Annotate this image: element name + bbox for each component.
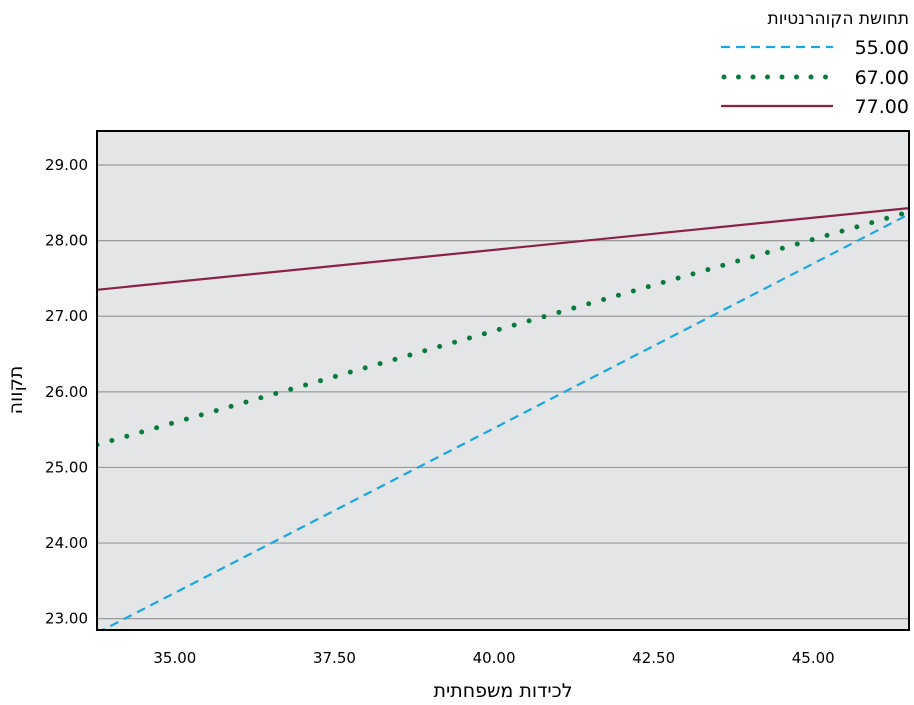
y-tick-label: 27.00 [45,307,88,325]
y-tick-label: 23.00 [45,610,88,628]
x-tick-label: 35.00 [153,649,196,667]
x-tick-label: 37.50 [313,649,356,667]
plot-area [97,131,909,630]
legend-label: 55.00 [855,37,909,59]
y-tick-label: 25.00 [45,458,88,476]
y-axis-ticks: 23.00 24.00 25.00 26.00 27.00 28.00 29.00 [45,156,88,628]
y-tick-label: 24.00 [45,534,88,552]
gridlines [97,164,909,620]
x-tick-label: 40.00 [473,649,516,667]
legend-title: תחושת הקוהרנטיות [768,9,909,29]
series-line-dotted [97,209,909,448]
plot-frame [96,130,910,631]
legend: תחושת הקוהרנטיות 55.00 67.00 77.00 [721,9,909,118]
series-lines [97,207,909,630]
series-line-dashed [100,213,909,630]
x-axis-ticks: 35.00 37.50 40.00 42.50 45.00 [153,649,834,667]
x-tick-label: 45.00 [792,649,835,667]
y-axis-title: תקווה [5,366,27,415]
x-axis-title: לכידות משפחתית [433,680,572,702]
y-tick-label: 29.00 [45,156,88,174]
y-tick-label: 28.00 [45,232,88,250]
legend-label: 67.00 [855,67,909,89]
x-tick-label: 42.50 [632,649,675,667]
y-tick-label: 26.00 [45,383,88,401]
legend-label: 77.00 [855,96,909,118]
series-line-solid [97,207,909,291]
